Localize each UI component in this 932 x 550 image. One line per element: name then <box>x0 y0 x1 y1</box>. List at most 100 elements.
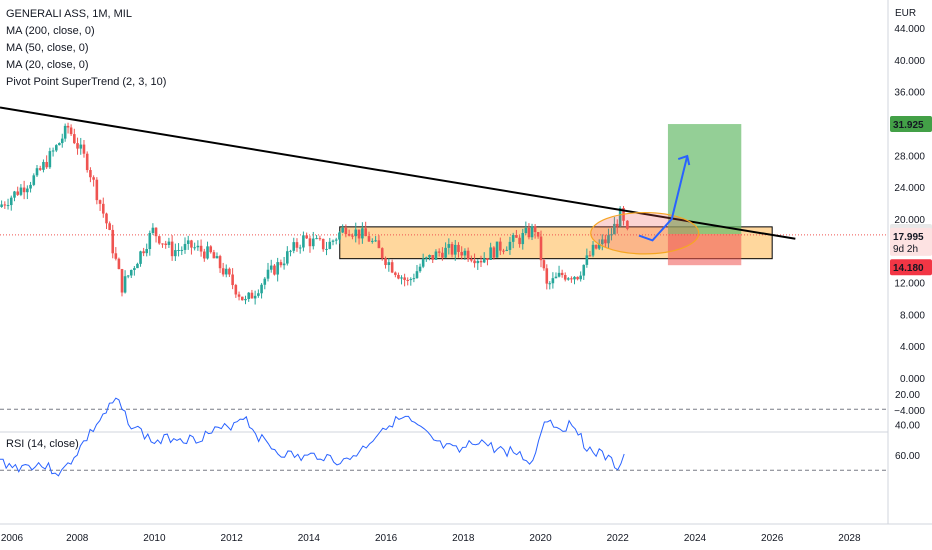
candle-body <box>231 274 234 286</box>
candle-body <box>351 235 354 237</box>
candle-body <box>466 250 470 260</box>
candle-body <box>0 204 3 207</box>
projection-arrow-head <box>677 154 691 166</box>
candle-body <box>120 269 124 293</box>
candle-body <box>199 245 203 252</box>
candle-body <box>567 278 570 280</box>
rsi-legend[interactable]: RSI (14, close) <box>6 438 79 450</box>
price-axis[interactable]: EUR44.00040.00036.00032.00028.00024.0002… <box>887 0 932 524</box>
time-tick-label: 2006 <box>1 533 24 544</box>
candle-body <box>174 250 177 257</box>
candle-body <box>105 213 108 224</box>
candle-body <box>437 251 441 253</box>
candle-body <box>108 223 111 230</box>
candle-body <box>570 278 573 280</box>
candle-body <box>573 276 576 280</box>
price-tick-label: 12.000 <box>894 279 925 290</box>
candle-body <box>289 250 292 252</box>
candle-body <box>186 240 190 244</box>
badge-last-bg <box>890 227 932 256</box>
candle-body <box>170 241 174 257</box>
candle-body <box>315 238 318 240</box>
rsi-pane[interactable] <box>0 397 888 477</box>
candle-body <box>244 298 247 301</box>
candle-body <box>527 227 531 238</box>
candle-body <box>545 268 549 284</box>
candle-body <box>48 151 52 168</box>
candle-body <box>263 278 267 285</box>
time-tick-label: 2024 <box>684 533 707 544</box>
candle-body <box>111 229 115 254</box>
candle-body <box>508 241 512 250</box>
candle-body <box>129 269 133 276</box>
candle-body <box>32 175 36 185</box>
candle-body <box>196 245 200 248</box>
candle-body <box>533 226 537 233</box>
candle-body <box>126 275 130 277</box>
trendline <box>0 106 796 240</box>
candle-body <box>347 234 351 236</box>
candle-body <box>394 272 397 275</box>
time-axis[interactable]: 2006 2008 2010 2012 2014 2016 2018 2020 2022 2024… <box>0 523 932 544</box>
candle-body <box>145 249 149 254</box>
candle-body <box>247 292 251 299</box>
candle-body <box>154 227 158 237</box>
candle-body <box>415 271 419 279</box>
legend-ma50[interactable]: MA (50, close, 0) <box>6 42 89 54</box>
badge-target-bg <box>890 116 932 133</box>
candle-body <box>161 243 164 245</box>
candle-body <box>511 235 515 242</box>
candle-body <box>51 150 55 152</box>
legend-ma20[interactable]: MA (20, close, 0) <box>6 59 89 71</box>
candle-body <box>331 240 335 242</box>
time-tick-label: 2026 <box>761 533 784 544</box>
candle-body <box>585 255 589 265</box>
candle-body <box>502 250 505 252</box>
candle-body <box>295 242 299 248</box>
candle-body <box>95 179 99 201</box>
candle-body <box>212 252 216 259</box>
candle-body <box>576 276 579 280</box>
rsi-tick-label: 40.00 <box>895 421 920 432</box>
candle-body <box>266 269 270 279</box>
candle-body <box>55 145 58 151</box>
main-price-pane[interactable] <box>0 106 888 433</box>
candle-body <box>418 266 422 272</box>
candle-body <box>357 229 361 239</box>
legend-supertrend[interactable]: Pivot Point SuperTrend (2, 3, 10) <box>6 76 167 88</box>
price-tick-label: −4.000 <box>894 406 925 417</box>
candle-body <box>563 275 567 280</box>
candle-body <box>591 244 595 256</box>
candle-body <box>539 236 543 261</box>
target-zone <box>667 124 742 234</box>
candle-body <box>515 235 518 238</box>
candle-body <box>250 292 254 299</box>
candle-body <box>476 260 480 264</box>
candle-body <box>557 272 561 277</box>
candle-body <box>551 278 555 284</box>
candle-body <box>218 256 222 269</box>
candle-body <box>298 247 302 249</box>
candle-body <box>338 232 341 240</box>
candle-body <box>473 260 476 264</box>
candle-body <box>495 241 499 258</box>
legend-ma200[interactable]: MA (200, close, 0) <box>6 25 95 37</box>
candle-body <box>3 204 7 206</box>
price-tick-label: 0.000 <box>900 374 925 385</box>
candle-body <box>66 125 70 128</box>
candle-body <box>542 260 546 269</box>
candle-body <box>450 244 454 255</box>
candle-body <box>136 263 139 269</box>
candle-body <box>425 257 428 259</box>
candle-body <box>151 227 155 233</box>
candle-body <box>374 240 377 242</box>
candle-body <box>409 279 413 281</box>
candle-body <box>82 144 86 154</box>
candle-body <box>45 161 48 168</box>
candle-body <box>193 247 196 249</box>
candle-body <box>286 251 289 264</box>
legend-title[interactable]: GENERALI ASS, 1M, MIL <box>6 8 132 20</box>
candle-body <box>460 251 463 256</box>
candle-body <box>400 277 403 279</box>
